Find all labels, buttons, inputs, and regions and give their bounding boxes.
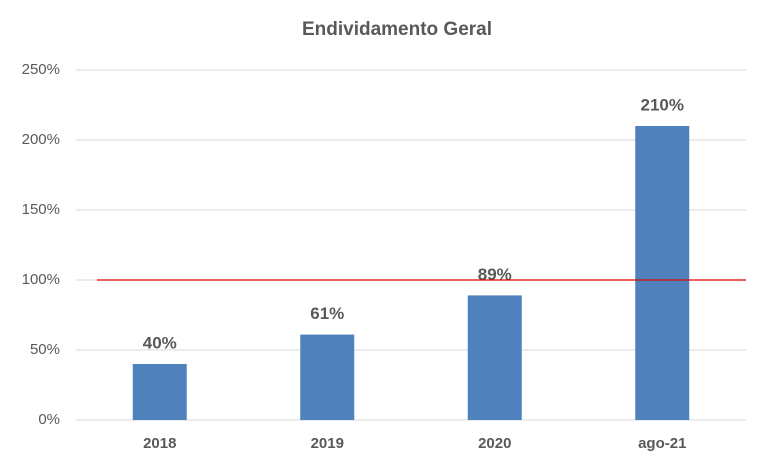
- data-label: 89%: [478, 265, 512, 284]
- y-tick-label: 200%: [22, 131, 60, 148]
- data-label: 40%: [143, 333, 177, 352]
- bar: [635, 126, 690, 420]
- data-label: 61%: [310, 304, 344, 323]
- y-tick-label: 250%: [22, 61, 60, 78]
- x-tick-label: 2020: [478, 435, 511, 452]
- x-tick-label: ago-21: [638, 435, 686, 452]
- y-tick-label: 100%: [22, 271, 60, 288]
- chart-title: Endividamento Geral: [302, 19, 492, 40]
- data-label: 210%: [641, 95, 684, 114]
- x-tick-label: 2019: [311, 435, 344, 452]
- bar: [467, 295, 522, 420]
- y-tick-label: 50%: [30, 341, 60, 358]
- bar: [132, 364, 187, 420]
- bar: [300, 334, 355, 420]
- y-tick-label: 150%: [22, 201, 60, 218]
- y-tick-label: 0%: [38, 411, 60, 428]
- x-tick-label: 2018: [143, 435, 176, 452]
